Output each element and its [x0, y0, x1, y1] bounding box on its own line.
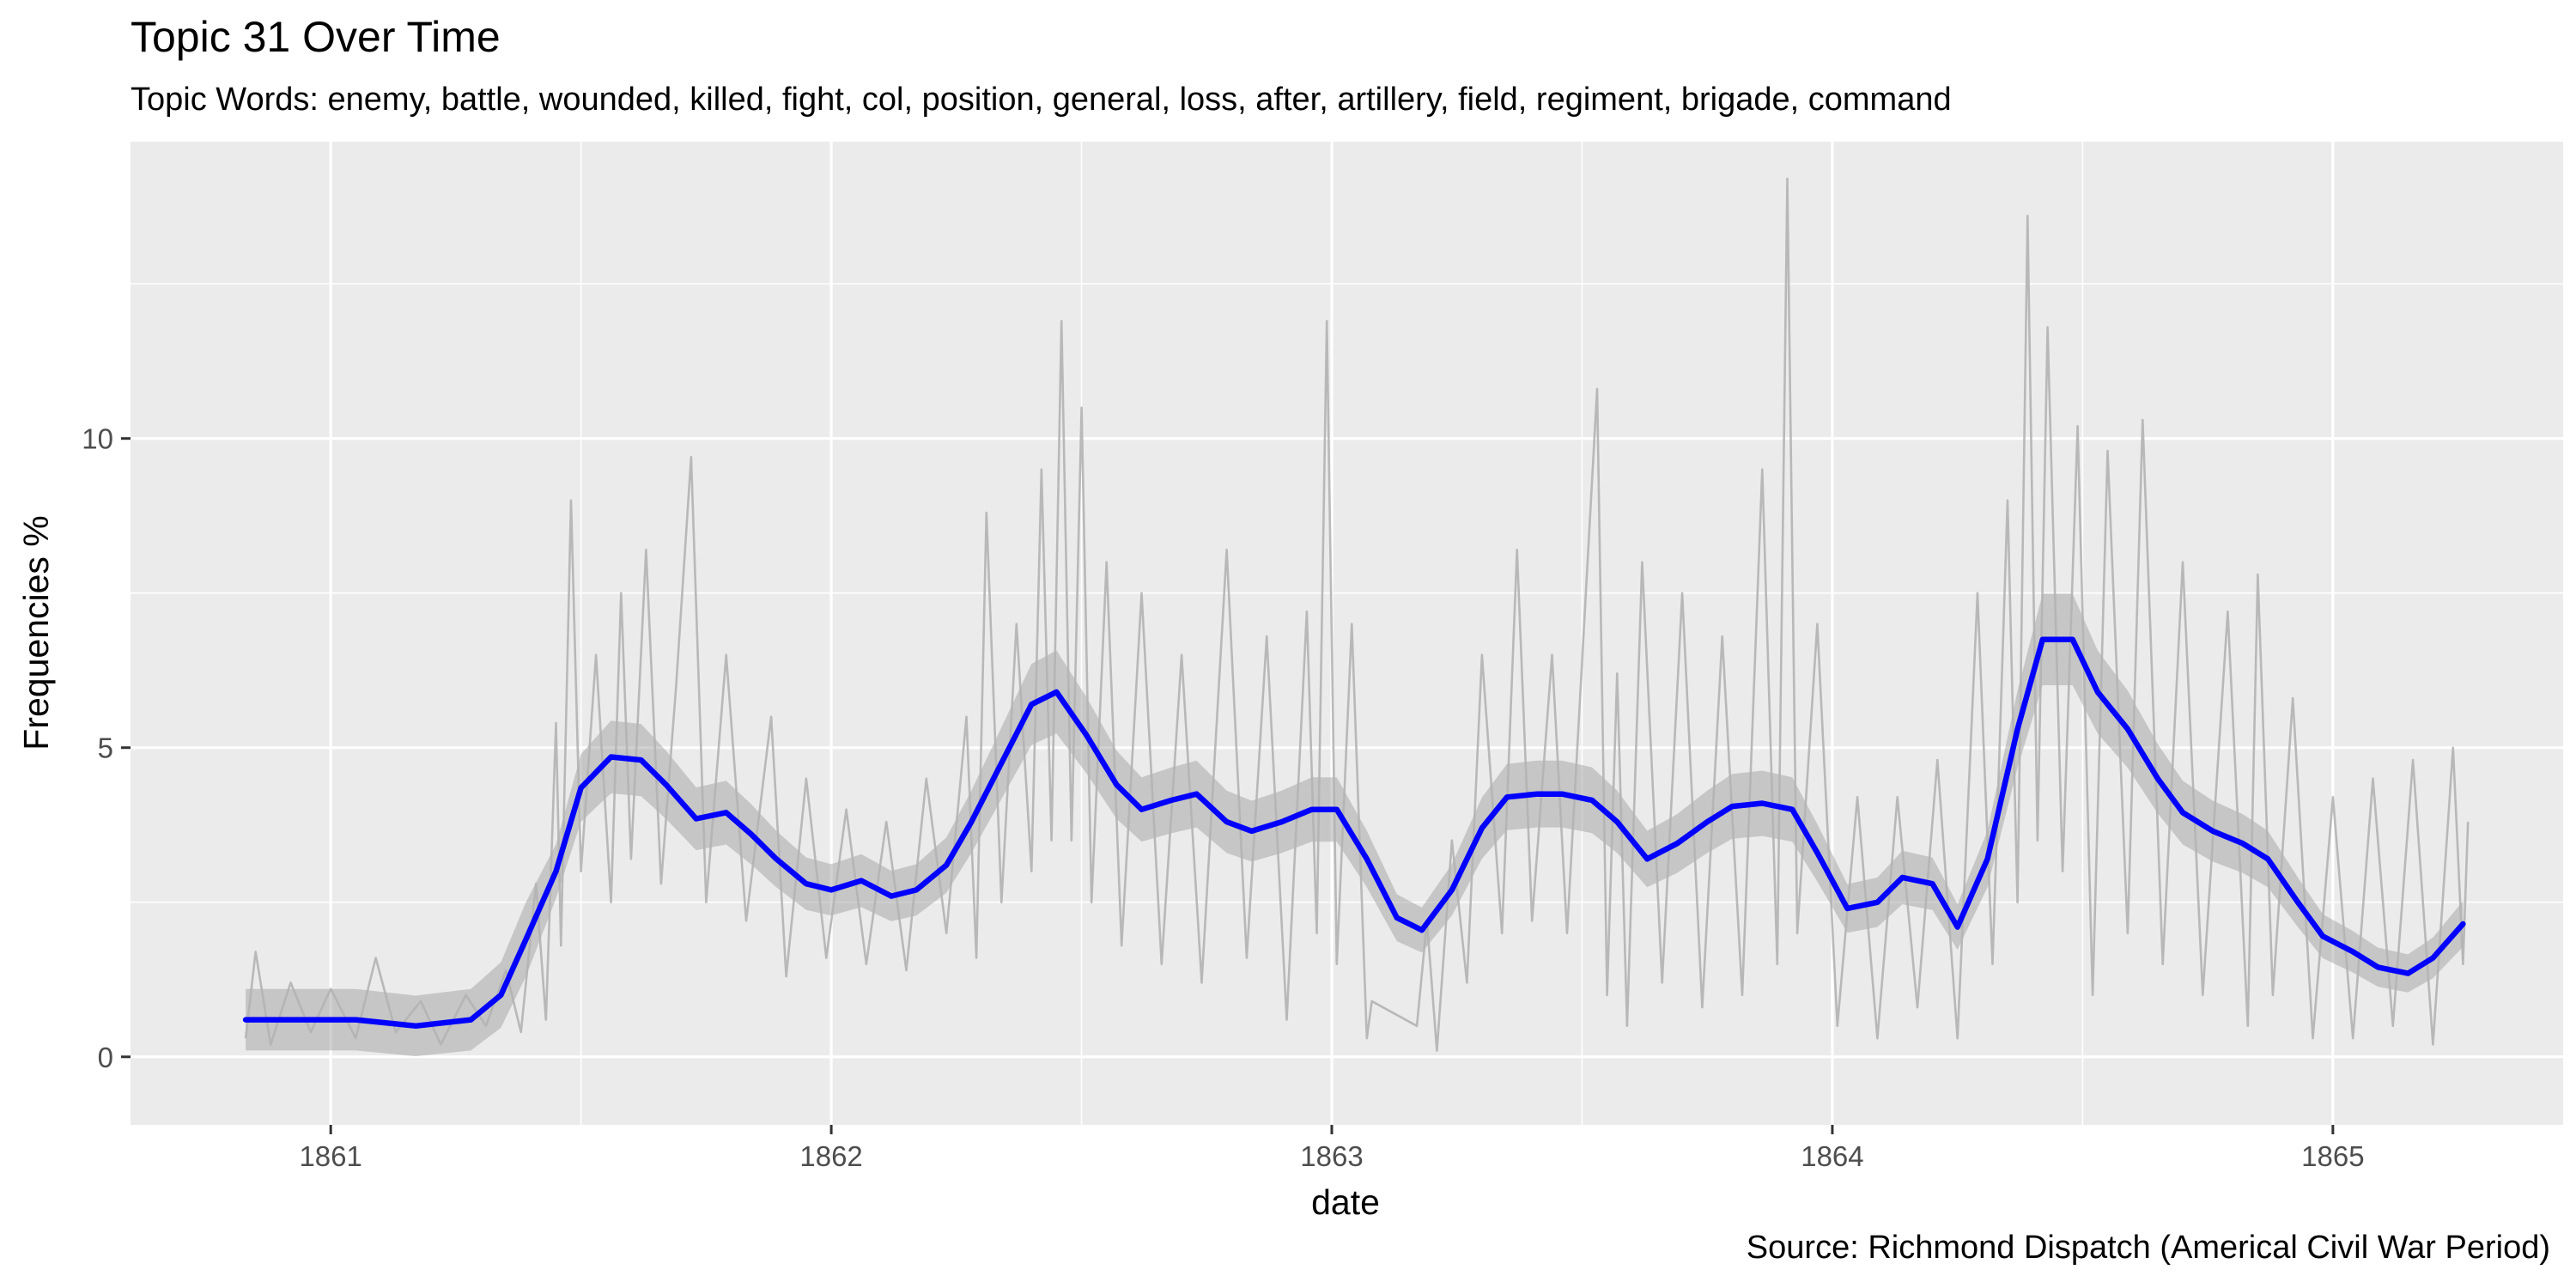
- y-tick-label: 10: [82, 423, 113, 455]
- y-tick-label: 0: [98, 1042, 113, 1073]
- y-tick-label: 5: [98, 732, 113, 764]
- chart-subtitle: Topic Words: enemy, battle, wounded, kil…: [131, 82, 1952, 118]
- x-tick-label: 1864: [1801, 1140, 1863, 1172]
- series-layer: [242, 177, 2470, 1057]
- x-tick-label: 1862: [799, 1140, 862, 1172]
- panel-background: [131, 142, 2563, 1125]
- raw-frequency-line: [244, 177, 2470, 1052]
- axis-tick-labels: 1861 1862 1863 1864 1865 0 5 10: [82, 423, 2364, 1172]
- chart-title: Topic 31 Over Time: [131, 13, 501, 61]
- grid-major: [131, 142, 2563, 1125]
- x-tick-label: 1863: [1300, 1140, 1363, 1172]
- axis-ticks: [121, 437, 2335, 1134]
- x-tick-label: 1861: [299, 1140, 361, 1172]
- smooth-trend-line: [242, 636, 2466, 1030]
- x-tick-label: 1865: [2301, 1140, 2364, 1172]
- chart-caption: Source: Richmond Dispatch (Americal Civi…: [1746, 1230, 2550, 1266]
- y-axis-title: Frequencies %: [16, 515, 56, 750]
- confidence-band: [246, 593, 2464, 1057]
- x-axis-title: date: [1311, 1182, 1380, 1222]
